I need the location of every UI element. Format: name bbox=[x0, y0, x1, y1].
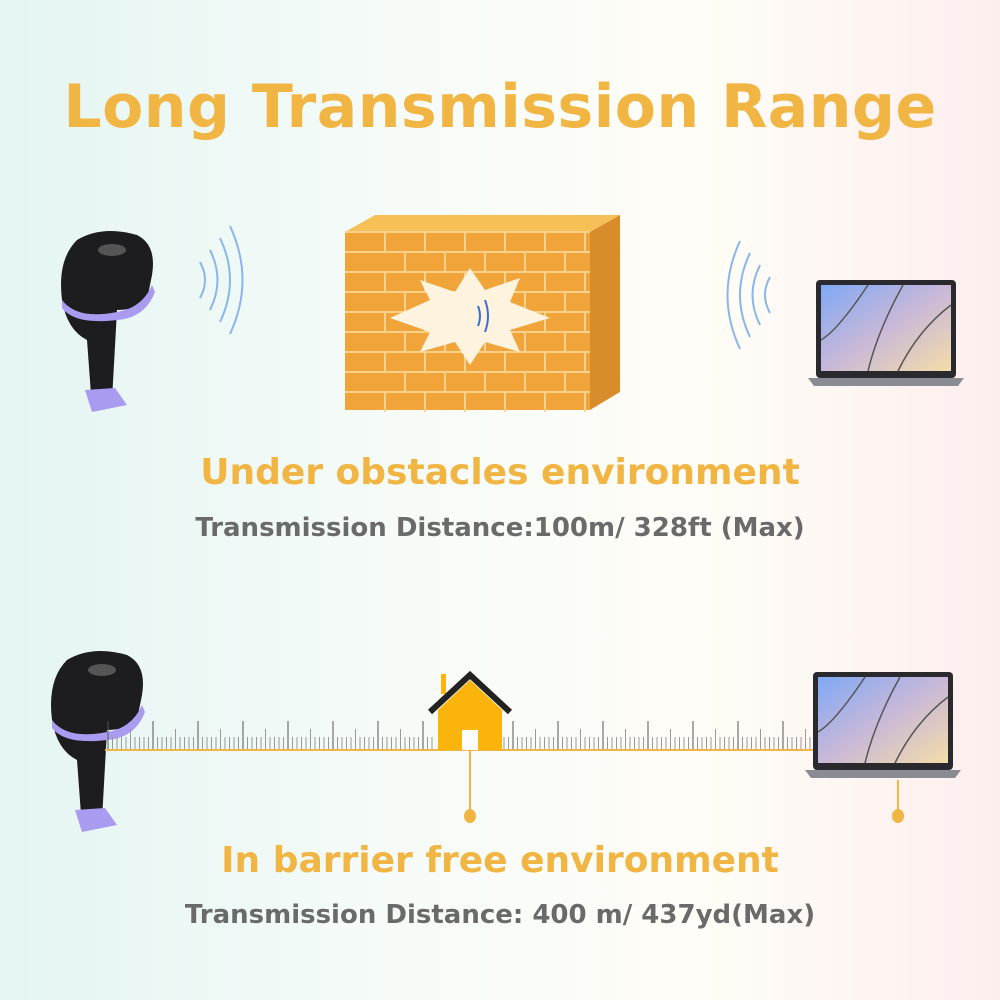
signal-waves-icon bbox=[726, 240, 771, 350]
laptop-icon bbox=[807, 279, 965, 387]
barrier-free-heading: In barrier free environment bbox=[221, 840, 779, 881]
house-icon bbox=[427, 670, 513, 750]
laptop-icon bbox=[804, 671, 962, 779]
barcode-scanner-icon bbox=[61, 231, 155, 412]
barrier-free-distance: Transmission Distance: 400 m/ 437yd(Max) bbox=[184, 900, 816, 930]
brick-wall-icon bbox=[345, 215, 620, 412]
page-title: Long Transmission Range bbox=[63, 72, 937, 142]
obstacle-distance: Transmission Distance:100m/ 328ft (Max) bbox=[195, 513, 805, 543]
distance-markers bbox=[464, 750, 904, 823]
signal-waves-icon bbox=[199, 225, 244, 335]
obstacle-heading: Under obstacles environment bbox=[200, 452, 800, 493]
